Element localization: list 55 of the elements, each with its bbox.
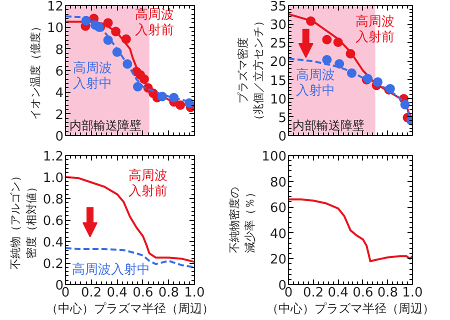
y-tick-label: 12	[46, 0, 64, 14]
y-tick-label: 4	[55, 86, 64, 102]
y-tick-label: 0.8	[42, 192, 64, 208]
y-tick-label: 0.6	[42, 214, 64, 229]
y-tick-label: 80	[270, 175, 287, 190]
annotation: 高周波入射中	[72, 262, 150, 278]
y-tick-label: 0	[278, 130, 287, 144]
x-tick-label: 0.4	[328, 286, 348, 300]
y-tick-label: 40	[270, 226, 287, 242]
y-tick-label: 6	[55, 64, 64, 80]
y-tick-label: 1.2	[42, 150, 64, 164]
y-tick-label: 8	[55, 42, 64, 58]
y-tick-label: 10	[46, 21, 64, 36]
y-tick-label: 25	[270, 36, 287, 52]
y-tick-label: 0.4	[42, 236, 64, 250]
y-tick-label: 5	[278, 110, 287, 126]
annotation: 入射前	[135, 23, 174, 38]
annotation: 高周波	[135, 6, 174, 22]
y-tick-label: 20	[270, 252, 287, 268]
y-axis-title: 不純物（アルゴン）密度（相対値）	[9, 170, 38, 270]
x-tick-label: 1.0	[402, 286, 423, 300]
y-axis-title: プラズマ密度（兆個／立方センチ）	[236, 16, 265, 126]
y-tick-label: 1.0	[42, 171, 64, 186]
annotation: 入射前	[128, 184, 168, 199]
annotation: 高周波	[73, 60, 112, 76]
y-tick-label: 10	[270, 92, 287, 108]
annotation: 入射中	[296, 84, 335, 98]
x-axis-title: （中心）プラズマ半径（周辺）	[266, 302, 434, 316]
band-label: 内部輸送障壁	[70, 118, 142, 132]
y-axis-title: 不純物密度の減少率（％）	[228, 187, 257, 253]
x-tick-label: 1.0	[184, 286, 205, 300]
x-tick-label: 0.8	[377, 286, 398, 300]
y-tick-label: 100	[262, 150, 287, 164]
y-axis-title: イオン温度（億度）	[28, 21, 42, 120]
y-tick-label: 0	[55, 130, 64, 144]
x-tick-label: 0.2	[80, 286, 102, 300]
y-tick-label: 15	[270, 74, 287, 89]
y-tick-label: 35	[270, 0, 287, 14]
y-tick-label: 0.2	[42, 257, 64, 272]
annotation: 入射中	[73, 76, 112, 92]
y-tick-label: 30	[270, 18, 287, 34]
x-tick-label: 0.6	[132, 286, 154, 300]
annotation: 高周波	[355, 14, 394, 30]
annotation: 高周波	[128, 167, 168, 184]
y-tick-label: 2	[55, 108, 64, 123]
x-tick-label: 0.4	[106, 286, 128, 300]
annotation: 高周波	[296, 66, 335, 83]
annotation: 入射前	[355, 30, 394, 46]
x-tick-label: 0.8	[158, 286, 180, 300]
x-tick-label: 0.6	[352, 286, 374, 300]
band-label: 内部輸送障壁	[292, 118, 364, 132]
y-tick-label: 20	[270, 55, 287, 70]
x-axis-title: （中心）プラズマ半径（周辺）	[46, 302, 214, 316]
y-tick-label: 60	[270, 201, 287, 216]
x-tick-label: 0.2	[302, 286, 324, 300]
